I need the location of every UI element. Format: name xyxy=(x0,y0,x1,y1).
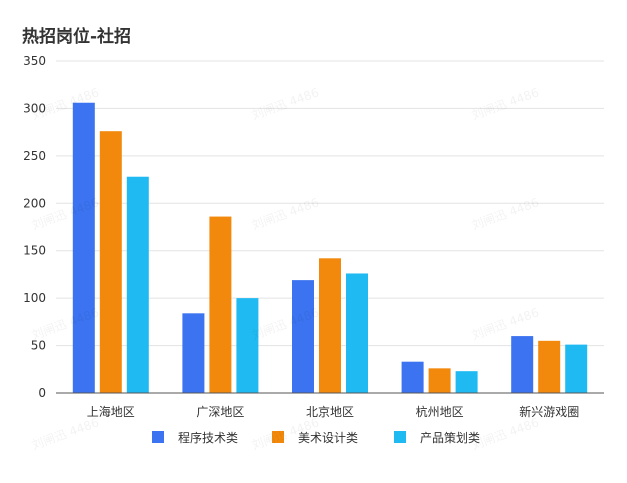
bar xyxy=(455,371,478,393)
bar xyxy=(511,336,534,393)
legend-item: 美术设计类 xyxy=(272,431,358,445)
y-tick-label: 50 xyxy=(31,339,46,353)
bar xyxy=(401,361,424,393)
x-tick-label: 北京地区 xyxy=(306,405,354,419)
x-tick-label: 杭州地区 xyxy=(416,404,464,419)
legend-swatch xyxy=(394,431,406,443)
bar xyxy=(126,176,149,393)
bar xyxy=(236,298,259,393)
bar xyxy=(292,280,314,393)
y-tick-label: 100 xyxy=(23,291,46,305)
x-tick-label: 广深地区 xyxy=(196,405,244,419)
y-tick-label: 0 xyxy=(38,386,46,400)
bar xyxy=(72,102,95,393)
y-tick-label: 200 xyxy=(23,196,46,210)
bar xyxy=(565,344,588,393)
legend-item: 产品策划类 xyxy=(394,431,480,445)
bar xyxy=(346,273,368,393)
legend-swatch xyxy=(152,431,164,443)
y-tick-label: 300 xyxy=(23,101,46,115)
legend-label: 美术设计类 xyxy=(298,431,358,445)
legend-item: 程序技术类 xyxy=(152,430,238,445)
legend-swatch xyxy=(272,431,284,443)
bar xyxy=(209,216,232,393)
legend-label: 产品策划类 xyxy=(420,431,480,445)
legend: 程序技术类 美术设计类 产品策划类 xyxy=(152,430,480,445)
y-tick-label: 250 xyxy=(23,149,46,163)
y-tick-label: 350 xyxy=(23,54,46,68)
bar xyxy=(538,340,561,393)
bar xyxy=(319,258,341,393)
chart-title: 热招岗位-社招 xyxy=(22,27,132,47)
y-tick-label: 150 xyxy=(23,244,46,258)
bar xyxy=(182,313,205,393)
bar xyxy=(99,131,122,394)
bars xyxy=(72,102,588,394)
y-axis-ticks: 0 50 100 150 200 250 300 350 xyxy=(23,54,46,400)
x-tick-label: 上海地区 xyxy=(87,404,135,419)
legend-label: 程序技术类 xyxy=(178,430,238,445)
bar xyxy=(428,368,451,393)
x-axis-ticks: 上海地区 广深地区 北京地区 杭州地区 新兴游戏圈 xyxy=(87,404,579,419)
x-tick-label: 新兴游戏圈 xyxy=(519,404,579,419)
